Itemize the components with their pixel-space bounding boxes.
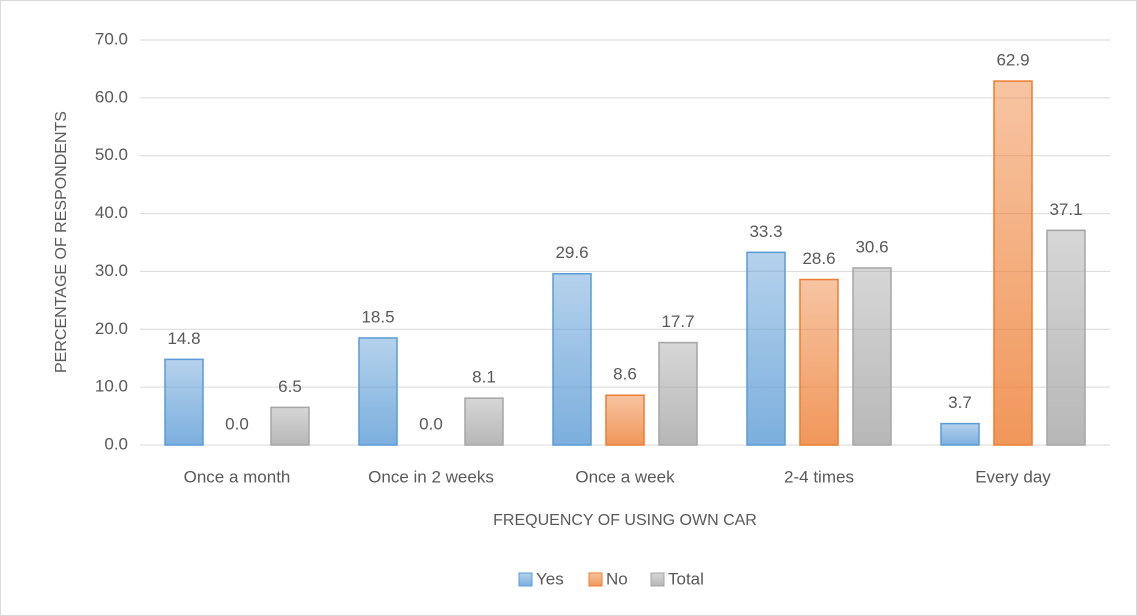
legend-swatch — [650, 572, 665, 587]
data-label: 0.0 — [225, 414, 249, 433]
y-tick-label: 50.0 — [95, 145, 128, 164]
y-tick-label: 10.0 — [95, 377, 128, 396]
bar — [658, 341, 698, 446]
bar — [1046, 229, 1086, 446]
y-tick-label: 30.0 — [95, 261, 128, 280]
data-label: 8.6 — [613, 365, 637, 384]
y-tick-label: 60.0 — [95, 87, 128, 106]
x-axis-title: FREQUENCY OF USING OWN CAR — [493, 512, 757, 529]
data-label: 3.7 — [948, 393, 972, 412]
bar — [164, 358, 204, 446]
bar — [358, 337, 398, 446]
bar — [799, 278, 839, 446]
data-label: 28.6 — [802, 249, 835, 268]
bar — [464, 397, 504, 446]
legend-label: Total — [668, 569, 704, 588]
x-tick-label: 2-4 times — [784, 467, 854, 486]
data-label: 14.8 — [167, 329, 200, 348]
y-tick-label: 0.0 — [104, 434, 128, 453]
x-tick-label: Once a week — [575, 467, 675, 486]
data-label: 37.1 — [1049, 200, 1082, 219]
legend-label: Yes — [536, 569, 564, 588]
x-tick-label: Once a month — [184, 467, 291, 486]
bar — [552, 272, 592, 446]
data-label: 18.5 — [361, 307, 394, 326]
data-label: 0.0 — [419, 414, 443, 433]
data-label: 29.6 — [555, 243, 588, 262]
data-label: 62.9 — [996, 51, 1029, 70]
legend-swatch — [588, 572, 603, 587]
y-tick-label: 20.0 — [95, 319, 128, 338]
legend-swatch — [518, 572, 533, 587]
bar — [270, 406, 310, 446]
y-tick-label: 70.0 — [95, 29, 128, 48]
x-tick-label: Once in 2 weeks — [368, 467, 494, 486]
data-label: 8.1 — [472, 368, 496, 387]
x-tick-label: Every day — [975, 467, 1051, 486]
bar — [852, 267, 892, 446]
bar — [605, 394, 645, 446]
bar — [993, 80, 1033, 446]
data-label: 30.6 — [855, 237, 888, 256]
bar — [746, 251, 786, 446]
data-label: 17.7 — [661, 312, 694, 331]
y-tick-label: 40.0 — [95, 203, 128, 222]
y-axis-title: PERCENTAGE OF RESPONDENTS — [53, 111, 70, 373]
data-label: 6.5 — [278, 377, 302, 396]
legend-label: No — [606, 569, 628, 588]
data-label: 33.3 — [749, 222, 782, 241]
bar — [940, 422, 980, 446]
